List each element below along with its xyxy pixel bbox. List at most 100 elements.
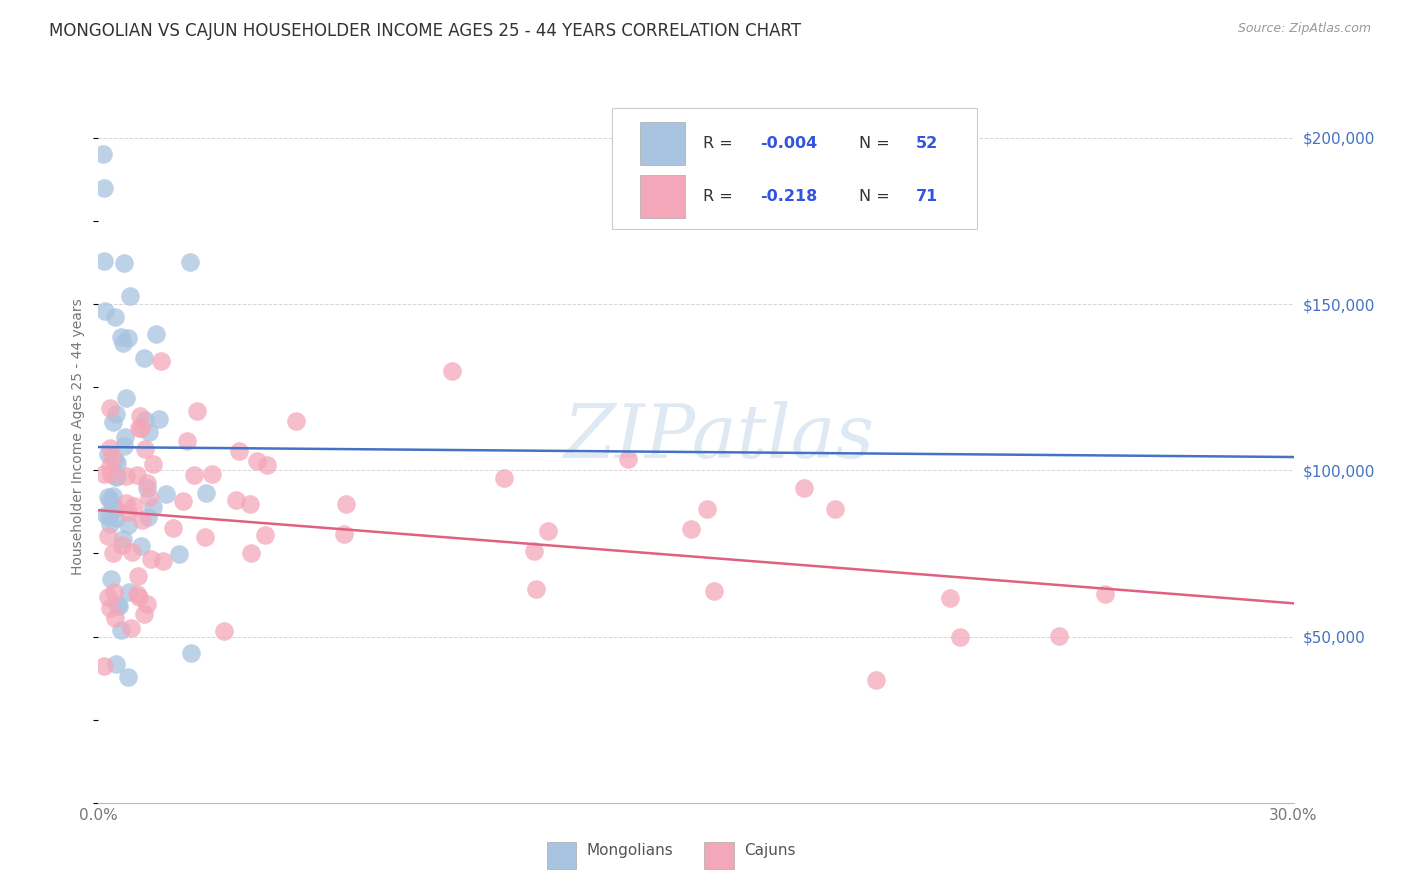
- Point: [441, 363, 464, 377]
- Point: [97, 447, 120, 461]
- Point: [104, 310, 127, 325]
- Point: [183, 468, 205, 483]
- Point: [117, 518, 139, 533]
- Point: [134, 351, 156, 365]
- Point: [254, 528, 277, 542]
- Point: [148, 412, 170, 426]
- Point: [104, 611, 127, 625]
- Text: N =: N =: [859, 189, 894, 204]
- Point: [492, 471, 515, 485]
- Point: [98, 601, 121, 615]
- Point: [142, 457, 165, 471]
- Point: [101, 450, 124, 464]
- Point: [703, 584, 725, 599]
- Point: [129, 539, 152, 553]
- Point: [93, 467, 115, 481]
- Point: [138, 425, 160, 440]
- Point: [98, 441, 121, 455]
- Point: [112, 336, 135, 351]
- Point: [136, 476, 159, 491]
- Point: [104, 453, 127, 467]
- Point: [100, 516, 122, 531]
- Point: [112, 438, 135, 452]
- Point: [110, 330, 132, 344]
- Point: [117, 505, 139, 519]
- Point: [696, 501, 718, 516]
- Point: [111, 533, 134, 547]
- Point: [93, 253, 115, 268]
- Point: [97, 590, 120, 604]
- Point: [111, 538, 134, 552]
- Point: [101, 490, 124, 504]
- Point: [105, 407, 128, 421]
- Point: [127, 467, 149, 482]
- Point: [118, 584, 141, 599]
- Point: [136, 509, 159, 524]
- Point: [256, 458, 278, 472]
- Point: [141, 551, 163, 566]
- Point: [129, 409, 152, 423]
- Point: [239, 497, 262, 511]
- Point: [98, 459, 121, 474]
- Point: [112, 256, 135, 270]
- Point: [1094, 587, 1116, 601]
- Text: Mongolians: Mongolians: [586, 843, 672, 858]
- Point: [172, 494, 194, 508]
- Text: 52: 52: [915, 136, 938, 151]
- Point: [110, 623, 132, 637]
- Point: [142, 500, 165, 514]
- Point: [93, 180, 115, 194]
- Point: [128, 591, 150, 605]
- Point: [136, 598, 159, 612]
- Text: 71: 71: [915, 189, 938, 204]
- Point: [1047, 629, 1070, 643]
- Point: [125, 587, 148, 601]
- Point: [129, 421, 152, 435]
- Text: N =: N =: [859, 136, 894, 151]
- Point: [97, 529, 120, 543]
- Point: [793, 481, 815, 495]
- Point: [335, 497, 357, 511]
- Point: [91, 147, 114, 161]
- Point: [194, 485, 217, 500]
- Point: [107, 456, 129, 470]
- Text: -0.218: -0.218: [761, 189, 818, 204]
- Point: [120, 621, 142, 635]
- Bar: [547, 842, 576, 869]
- Point: [97, 509, 120, 524]
- Point: [150, 354, 173, 368]
- Point: [100, 467, 122, 482]
- Point: [107, 598, 129, 612]
- Point: [194, 530, 217, 544]
- Point: [228, 444, 250, 458]
- Text: MONGOLIAN VS CAJUN HOUSEHOLDER INCOME AGES 25 - 44 YEARS CORRELATION CHART: MONGOLIAN VS CAJUN HOUSEHOLDER INCOME AG…: [49, 22, 801, 40]
- Point: [537, 524, 560, 538]
- Point: [114, 391, 136, 405]
- Point: [114, 496, 136, 510]
- Point: [101, 546, 124, 560]
- Point: [98, 401, 121, 416]
- Point: [201, 467, 224, 482]
- Point: [105, 511, 128, 525]
- Point: [949, 630, 972, 644]
- Point: [117, 330, 139, 344]
- Point: [824, 502, 846, 516]
- Point: [101, 499, 124, 513]
- Point: [108, 599, 131, 613]
- Point: [524, 582, 547, 596]
- Point: [225, 493, 247, 508]
- Point: [97, 490, 120, 504]
- Point: [128, 420, 150, 434]
- Bar: [704, 842, 734, 869]
- Point: [134, 442, 156, 456]
- Point: [132, 607, 155, 622]
- Point: [101, 415, 124, 429]
- Point: [186, 404, 208, 418]
- Point: [114, 430, 136, 444]
- Point: [98, 493, 121, 508]
- Text: R =: R =: [703, 189, 738, 204]
- Point: [105, 470, 128, 484]
- Point: [104, 501, 127, 516]
- Text: Cajuns: Cajuns: [744, 843, 796, 858]
- Point: [865, 673, 887, 687]
